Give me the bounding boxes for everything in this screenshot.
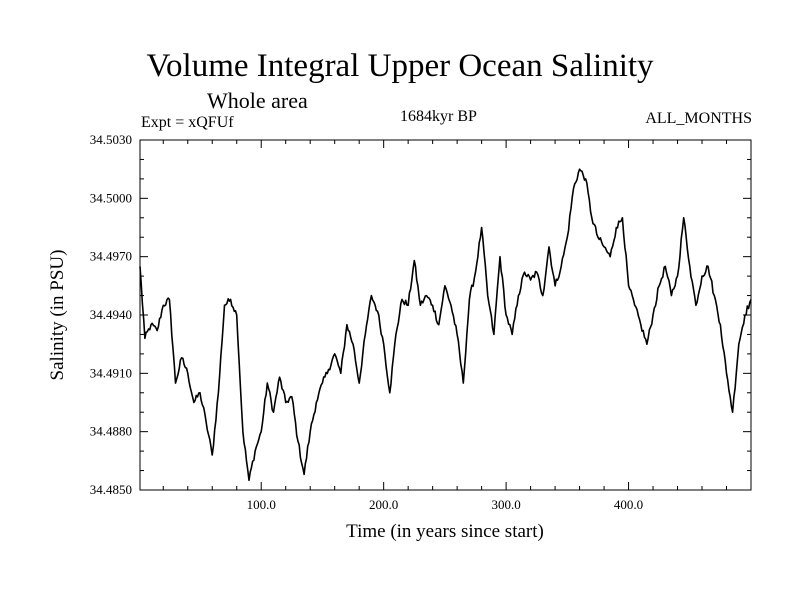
x-axis-title: Time (in years since start) [346,521,544,542]
months-label: ALL_MONTHS [645,110,752,127]
x-tick-labels: 100.0 200.0 300.0 400.0 [247,497,644,512]
x-tick-label: 200.0 [369,497,398,512]
y-tick-label: 34.5000 [90,190,132,205]
y-tick-label: 34.4910 [90,365,132,380]
period-label: 1684kyr BP [400,108,477,125]
y-tick-label: 34.4940 [90,307,132,322]
y-axis-title: Salinity (in PSU) [47,250,68,381]
y-tick-label: 34.4880 [90,424,132,439]
experiment-label: Expt = xQFUf [141,114,234,131]
y-tick-label: 34.5030 [90,132,132,147]
y-tick-label: 34.4970 [90,249,132,264]
chart-subtitle: Whole area [207,88,308,113]
axis-ticks [140,139,751,491]
salinity-series-line [139,168,752,482]
y-tick-labels: 34.4850 34.4880 34.4910 34.4940 34.4970 34.50… [90,132,132,497]
chart-title: Volume Integral Upper Ocean Salinity [146,48,654,84]
y-tick-label: 34.4850 [90,482,132,497]
x-tick-label: 100.0 [247,497,276,512]
plot-frame [139,139,752,491]
x-tick-label: 400.0 [614,497,643,512]
x-tick-label: 300.0 [491,497,520,512]
